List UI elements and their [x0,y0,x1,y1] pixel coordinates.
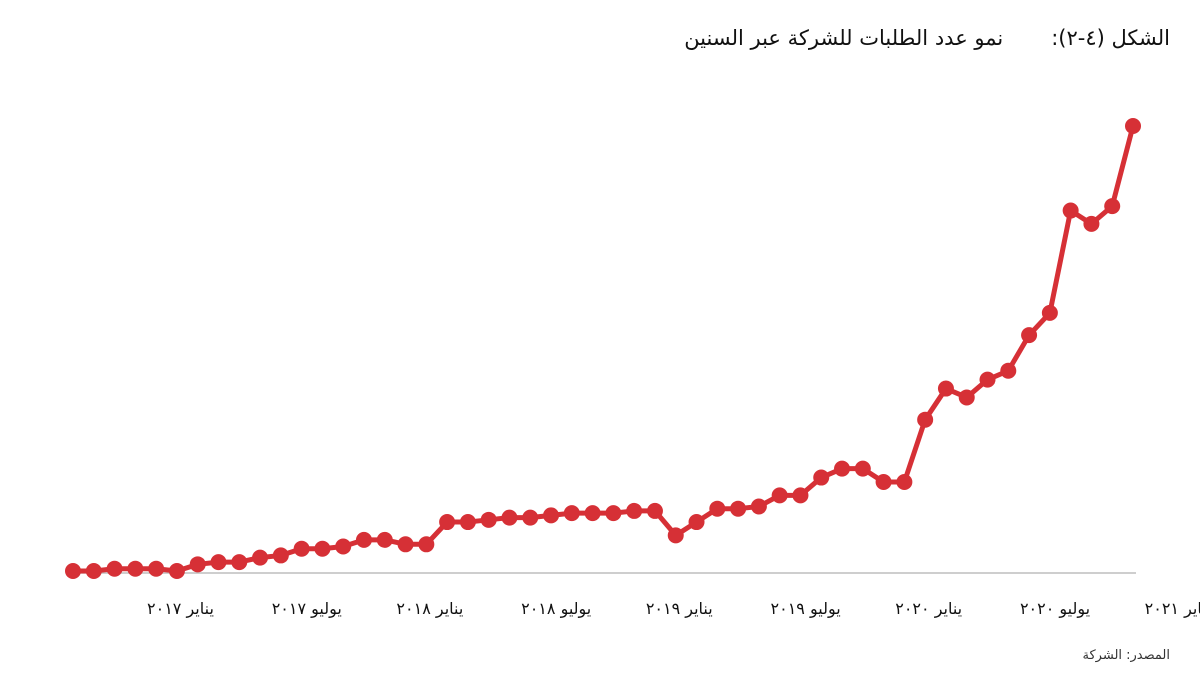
x-tick-label: يوليو ٢٠١٨ [521,599,591,619]
x-tick-label: يوليو ٢٠١٩ [771,599,841,619]
x-tick-label: يناير ٢٠٢٠ [895,599,962,619]
data-point [1083,215,1100,232]
data-point [875,474,892,490]
data-point [979,371,996,388]
data-point [501,509,518,526]
data-point [210,554,227,571]
x-tick-label: يناير ٢٠١٧ [147,599,214,619]
data-point [563,505,580,522]
data-point [397,536,414,553]
data-point [293,540,310,557]
data-point [584,505,601,522]
data-point [418,536,435,553]
data-point [917,411,934,428]
data-point [1041,304,1058,321]
data-point [605,505,622,522]
x-tick-label: يوليو ٢٠٢٠ [1020,599,1090,619]
series-line [73,125,1136,574]
data-point [189,556,206,573]
data-point [688,514,705,531]
chart-title-row: الشكل (٤-٢): نمو عدد الطلبات للشركة عبر ا… [684,26,1170,50]
source-note: المصدر: الشركة [1082,648,1170,663]
data-point [1000,362,1017,379]
data-point [439,514,456,531]
data-point [355,531,372,548]
data-point [231,554,248,571]
data-point [272,547,289,564]
data-point [646,502,663,519]
data-point [459,514,476,531]
data-point [730,500,747,517]
data-point [896,474,913,490]
data-point [168,563,185,579]
data-point [85,563,102,579]
data-point [1021,327,1038,344]
x-tick-label: يناير ٢٠١٨ [396,599,463,619]
data-point [148,560,165,577]
data-point [335,538,352,555]
data-point [937,380,954,397]
data-point [65,563,81,579]
data-point [958,389,975,406]
data-point [771,487,788,504]
data-point [750,498,767,515]
data-point [252,549,269,566]
data-point [480,511,497,528]
x-tick-label: يوليو ٢٠١٧ [272,599,342,619]
series-group [65,118,1141,579]
data-point [1062,202,1079,219]
data-point [106,560,123,577]
data-point [314,540,331,557]
data-point [127,560,144,577]
data-point [834,460,851,477]
x-tick-label: يناير ٢٠٢١ [1145,599,1200,619]
x-tick-labels: يناير ٢٠١٧ يوليو ٢٠١٧ يناير ٢٠١٨ يوليو ٢٠١٨… [147,599,1200,619]
x-tick-label: يناير ٢٠١٩ [646,599,713,619]
data-point [626,502,643,519]
data-point [1104,198,1121,215]
data-point [792,487,809,504]
data-point [709,500,726,517]
data-point [522,509,539,526]
data-point [1125,118,1141,134]
data-point [543,507,560,524]
data-point [854,460,871,477]
data-point [667,527,684,544]
data-point [813,469,830,486]
chart-title: نمو عدد الطلبات للشركة عبر السنين [684,26,1004,50]
figure-number: الشكل (٤-٢): [1051,26,1170,50]
data-point [376,531,393,548]
